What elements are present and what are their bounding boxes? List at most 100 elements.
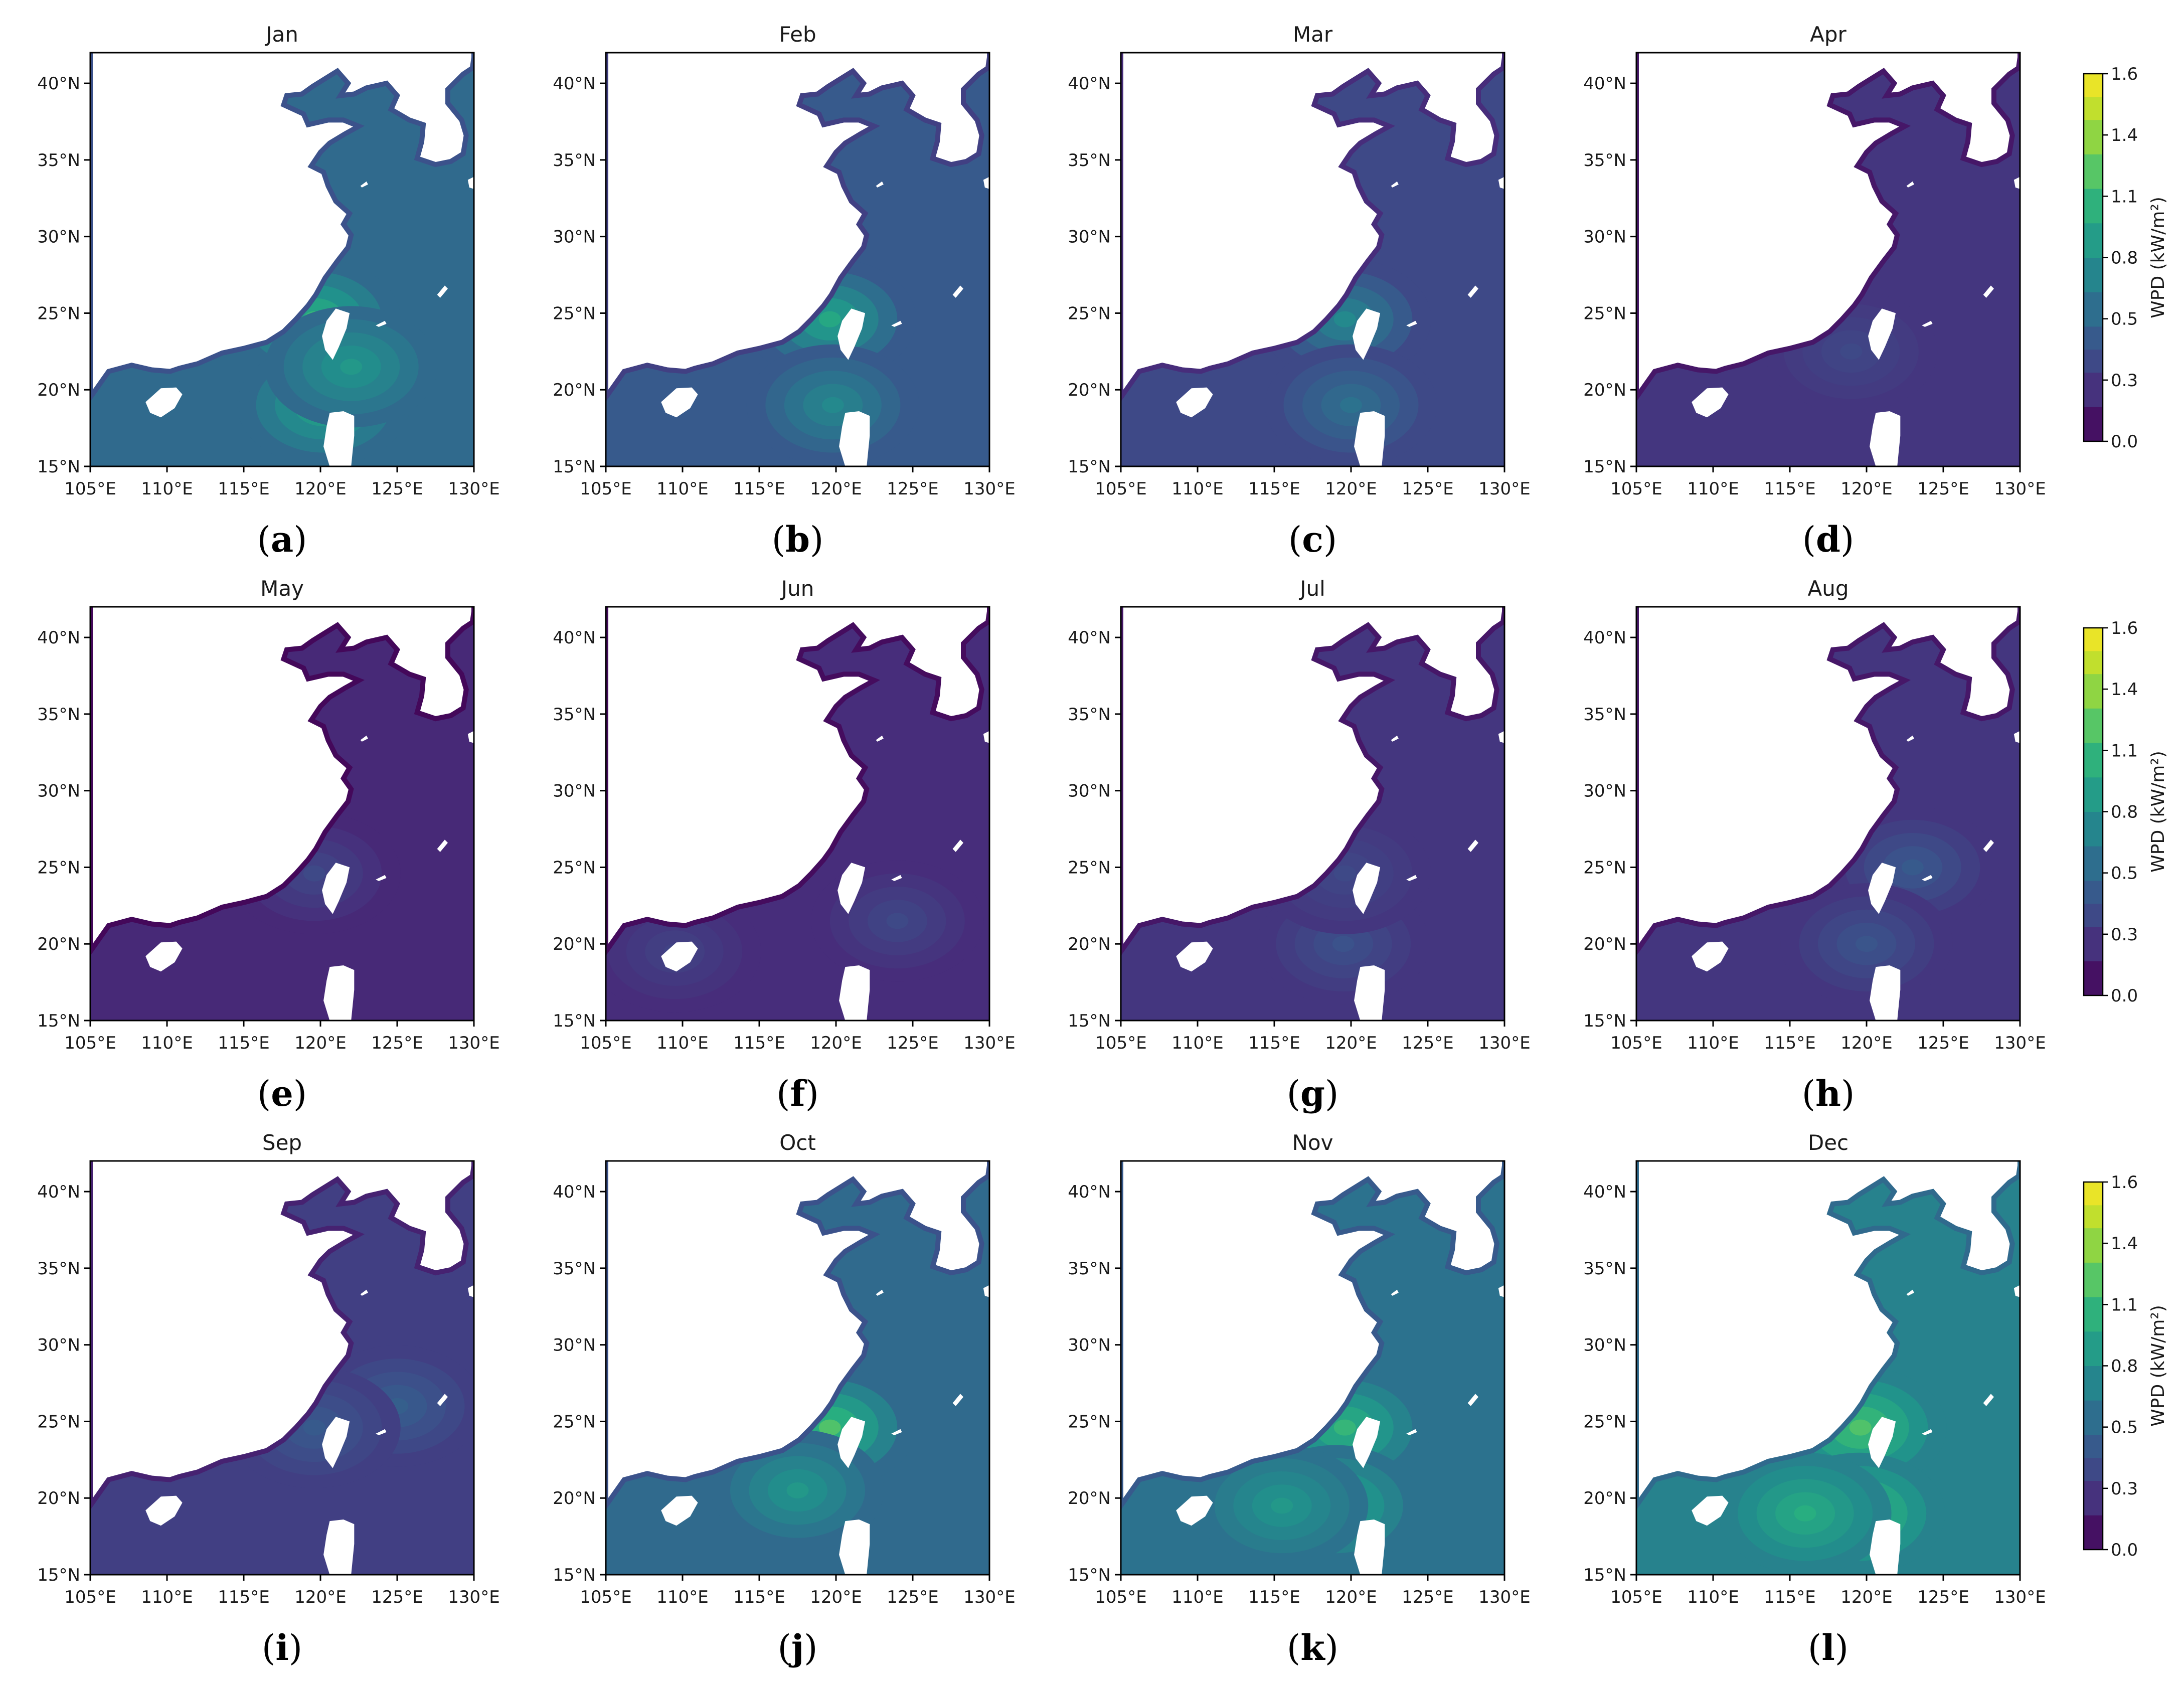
y-tick-label: 40°N bbox=[553, 74, 596, 94]
x-tick-label: 115°E bbox=[1764, 1587, 1815, 1607]
panel-letter: (i) bbox=[262, 1627, 302, 1668]
island bbox=[1354, 965, 1385, 1021]
island bbox=[1354, 411, 1385, 466]
axes-frame bbox=[89, 1160, 475, 1576]
x-tick-label: 120°E bbox=[1325, 1033, 1377, 1053]
map-panel-may: May 105°E 110°E 115°E 120°E 125°E 130°E 40°N 35°… bbox=[37, 576, 499, 1114]
island bbox=[1353, 308, 1381, 360]
x-tick-label: 125°E bbox=[1917, 479, 1969, 499]
wpd-contour bbox=[818, 1419, 841, 1436]
axes-frame bbox=[89, 606, 475, 1022]
wpd-contour bbox=[886, 913, 909, 929]
x-tick-label: 130°E bbox=[1994, 479, 2046, 499]
y-tick-label: 25°N bbox=[1583, 303, 1626, 323]
y-tick-label: 40°N bbox=[37, 74, 80, 94]
panel-letter: (c) bbox=[1288, 519, 1337, 560]
colorbar-tick-label: 0.0 bbox=[2111, 986, 2138, 1006]
colorbar-band bbox=[2084, 1434, 2103, 1458]
x-tick-label: 120°E bbox=[1840, 1033, 1892, 1053]
x-tick-label: 105°E bbox=[1610, 1587, 1662, 1607]
island bbox=[1906, 735, 1914, 742]
y-tick-label: 30°N bbox=[1583, 781, 1626, 801]
x-tick-label: 105°E bbox=[1610, 1033, 1662, 1053]
island bbox=[437, 839, 448, 852]
axes-frame bbox=[605, 1160, 990, 1576]
land-mask bbox=[1121, 607, 1504, 1021]
mainland bbox=[90, 53, 474, 398]
island bbox=[1498, 1285, 1504, 1297]
colorbar-row-1: 1.6 1.4 1.1 0.8 0.5 0.3 0.0 WPD (kW/m²) bbox=[2083, 64, 2168, 452]
colorbar-tick-label: 0.3 bbox=[2111, 371, 2138, 391]
colorbar-band bbox=[2084, 1262, 2103, 1297]
island bbox=[1467, 1394, 1478, 1406]
colorbar-band bbox=[2084, 708, 2103, 743]
panel-title: Jan bbox=[264, 22, 298, 47]
colorbar-band bbox=[2084, 119, 2103, 154]
island bbox=[360, 1289, 368, 1296]
x-tick-label: 110°E bbox=[1171, 1033, 1223, 1053]
island bbox=[661, 1495, 698, 1526]
y-tick-label: 30°N bbox=[553, 781, 596, 801]
x-tick-label: 125°E bbox=[371, 1033, 423, 1053]
land-mask bbox=[90, 53, 474, 466]
y-tick-label: 15°N bbox=[1068, 457, 1111, 477]
y-tick-label: 30°N bbox=[1068, 781, 1111, 801]
island bbox=[876, 181, 884, 188]
colorbar-band bbox=[2084, 1366, 2103, 1401]
y-tick-label: 15°N bbox=[553, 1565, 596, 1585]
wpd-contour bbox=[1333, 865, 1356, 882]
y-tick-label: 15°N bbox=[1583, 1565, 1626, 1585]
colorbar-band bbox=[2084, 673, 2103, 709]
island bbox=[1353, 1417, 1381, 1468]
colorbar-tick-label: 0.5 bbox=[2111, 309, 2138, 329]
colorbar-band bbox=[2084, 1515, 2103, 1550]
mainland bbox=[1121, 1161, 1504, 1506]
panel-title: Nov bbox=[1292, 1130, 1333, 1155]
island bbox=[1868, 863, 1896, 914]
colorbar-band bbox=[2084, 846, 2103, 881]
island bbox=[837, 1417, 866, 1468]
island bbox=[1906, 1289, 1914, 1296]
colorbar-tick-label: 0.3 bbox=[2111, 1479, 2138, 1499]
island bbox=[1406, 1429, 1417, 1435]
land-mask bbox=[1121, 1161, 1504, 1575]
y-tick-label: 15°N bbox=[37, 1011, 80, 1031]
island bbox=[952, 1394, 963, 1406]
colorbar-band bbox=[2084, 743, 2103, 778]
x-tick-label: 130°E bbox=[1994, 1033, 2046, 1053]
island bbox=[1868, 1417, 1896, 1468]
island bbox=[437, 285, 448, 298]
x-tick-label: 110°E bbox=[141, 479, 193, 499]
map-panel-jun: Jun 105°E 110°E 115°E 120°E 125°E 130°E 40°N 35°… bbox=[553, 576, 1015, 1114]
y-tick-label: 40°N bbox=[37, 628, 80, 648]
x-tick-label: 115°E bbox=[1248, 1587, 1300, 1607]
y-tick-label: 15°N bbox=[1068, 1011, 1111, 1031]
x-tick-label: 120°E bbox=[294, 479, 346, 499]
colorbar-tick-label: 0.5 bbox=[2111, 864, 2138, 884]
axes-frame bbox=[605, 606, 990, 1022]
coast-band bbox=[606, 53, 989, 402]
colorbar-band bbox=[2084, 257, 2103, 292]
island bbox=[467, 177, 474, 189]
x-tick-label: 120°E bbox=[294, 1587, 346, 1607]
map-panel-feb: Feb 105°E 110°E 115°E 120°E 125°E 130°E 40°N 35°… bbox=[553, 22, 1015, 560]
island bbox=[891, 1429, 902, 1435]
mainland bbox=[1636, 607, 2020, 952]
y-tick-label: 40°N bbox=[553, 1182, 596, 1202]
axes-frame bbox=[1635, 1160, 2021, 1576]
colorbar-band bbox=[2084, 880, 2103, 904]
panel-title: Apr bbox=[1810, 22, 1846, 47]
mainland bbox=[90, 1161, 474, 1506]
x-tick-label: 110°E bbox=[656, 1033, 708, 1053]
island bbox=[322, 863, 350, 914]
x-tick-label: 105°E bbox=[1095, 1033, 1146, 1053]
coast-band bbox=[1121, 53, 1504, 402]
x-tick-label: 105°E bbox=[580, 1033, 631, 1053]
island bbox=[661, 387, 698, 418]
y-tick-label: 35°N bbox=[553, 150, 596, 171]
wpd-contour bbox=[1901, 859, 1924, 876]
island bbox=[1391, 735, 1399, 742]
x-tick-label: 130°E bbox=[448, 1033, 499, 1053]
mainland bbox=[1636, 53, 2020, 398]
y-tick-label: 25°N bbox=[553, 1412, 596, 1432]
